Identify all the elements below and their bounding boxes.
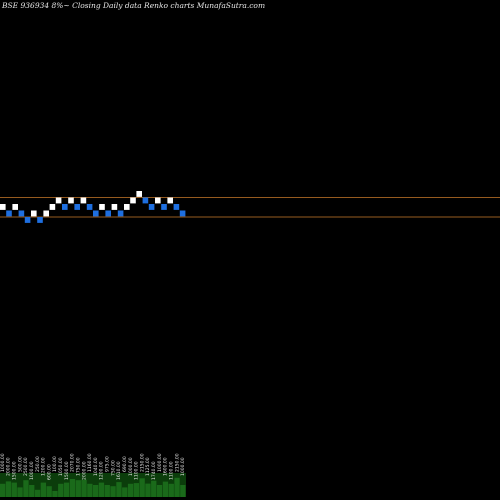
volume-label: 1740.00 (151, 461, 157, 480)
renko-brick-down (173, 204, 180, 210)
renko-brick-up (0, 204, 6, 210)
volume-label: 1000.00 (157, 453, 163, 472)
volume-label: 750.00 (110, 460, 116, 476)
renko-brick-down (62, 204, 68, 210)
renko-brick-up (111, 204, 118, 210)
volume-label: 1000.00 (29, 461, 35, 480)
volume-bar (11, 482, 17, 497)
volume-bar (162, 481, 169, 497)
volume-bar (58, 483, 64, 497)
volume-bar (69, 479, 76, 497)
renko-brick-down (18, 210, 25, 217)
renko-brick-up (68, 197, 74, 204)
renko-brick-up (43, 210, 49, 217)
renko-brick-up (124, 204, 130, 210)
volume-label: 1610.00 (116, 461, 122, 480)
renko-brick-up (167, 197, 173, 204)
renko-brick-down (74, 204, 80, 210)
volume-bar (98, 482, 105, 497)
volume-label: 1125.00 (145, 457, 151, 476)
volume-bar (93, 485, 99, 497)
volume-bar (46, 486, 52, 497)
volume-bar (52, 491, 58, 497)
volume-bar (151, 480, 157, 497)
volume-bar (174, 477, 180, 497)
volume-label: 1040.00 (93, 457, 99, 476)
renko-brick-down (93, 210, 99, 217)
renko-brick-down (6, 210, 12, 217)
volume-label: 2000.00 (6, 457, 12, 476)
volume-label: 1100.00 (169, 461, 175, 480)
volume-label: 1000.00 (0, 453, 6, 472)
volume-label: 250.00 (35, 456, 41, 472)
renko-brick-up (155, 197, 161, 204)
volume-label: 1050.00 (58, 457, 64, 476)
volume-bar (5, 481, 12, 497)
renko-brick-down (179, 210, 186, 217)
volume-label: 690.00 (122, 456, 128, 472)
volume-label: 1200.00 (41, 457, 47, 476)
renko-brick-up (49, 204, 56, 210)
volume-label: 1600.00 (163, 457, 169, 476)
renko-brick-down (105, 210, 111, 217)
volume-bar (122, 487, 128, 497)
renko-brick-down (142, 197, 149, 204)
volume-label: 2150.00 (139, 453, 145, 472)
volume-label: 1160.00 (87, 453, 93, 472)
volume-bar (63, 482, 70, 497)
volume-bar (87, 483, 93, 497)
renko-brick-up (130, 197, 136, 204)
volume-bar (110, 486, 116, 497)
volume-bar (116, 482, 122, 497)
volume-bar (23, 480, 29, 497)
chart-title: BSE 936934 8%~ Closing Daily data Renko … (2, 1, 266, 10)
renko-brick-down (86, 204, 93, 210)
renko-brick-down (148, 204, 155, 210)
volume-bar (40, 482, 46, 497)
volume-bar (104, 485, 110, 497)
renko-brick-down (117, 210, 124, 217)
renko-brick-down (161, 204, 167, 210)
volume-label: 1500.00 (64, 461, 70, 480)
volume-label: 2150.00 (174, 453, 180, 472)
volume-bar (75, 480, 81, 497)
renko-brick-down (24, 217, 31, 223)
volume-bar (145, 483, 151, 497)
volume-label: 2000.00 (81, 461, 87, 480)
renko-brick-up (31, 210, 37, 217)
volume-label: 1000.00 (128, 457, 134, 476)
volume-label: 2500.00 (23, 457, 29, 476)
volume-label: 500.00 (17, 456, 23, 472)
volume-label: 1500.00 (12, 461, 18, 480)
volume-label: 100.00 (52, 456, 58, 472)
volume-bar (180, 485, 186, 497)
renko-brick-up (55, 197, 62, 204)
volume-bar (168, 483, 174, 497)
volume-label: 975.00 (105, 456, 111, 472)
volume-bar (29, 485, 35, 497)
renko-brick-up (99, 204, 105, 210)
volume-bar (17, 487, 23, 497)
volume-label: 1750.00 (76, 457, 82, 476)
renko-brick-up (12, 204, 18, 210)
volume-bar (133, 483, 139, 497)
renko-brick-down (37, 217, 43, 223)
volume-bar (0, 483, 6, 497)
renko-brick-up (136, 191, 142, 197)
volume-label: 600.00 (46, 464, 52, 480)
volume-bar (81, 479, 87, 497)
volume-bar (127, 483, 134, 497)
renko-brick-up (80, 197, 87, 204)
volume-label: 1000.00 (180, 457, 186, 476)
volume-bar (34, 489, 41, 497)
volume-label: 2070.00 (70, 453, 76, 472)
volume-bar (139, 478, 145, 497)
volume-label: 1100.00 (134, 461, 140, 480)
volume-label: 1200.00 (99, 461, 105, 480)
volume-bar (156, 485, 163, 497)
